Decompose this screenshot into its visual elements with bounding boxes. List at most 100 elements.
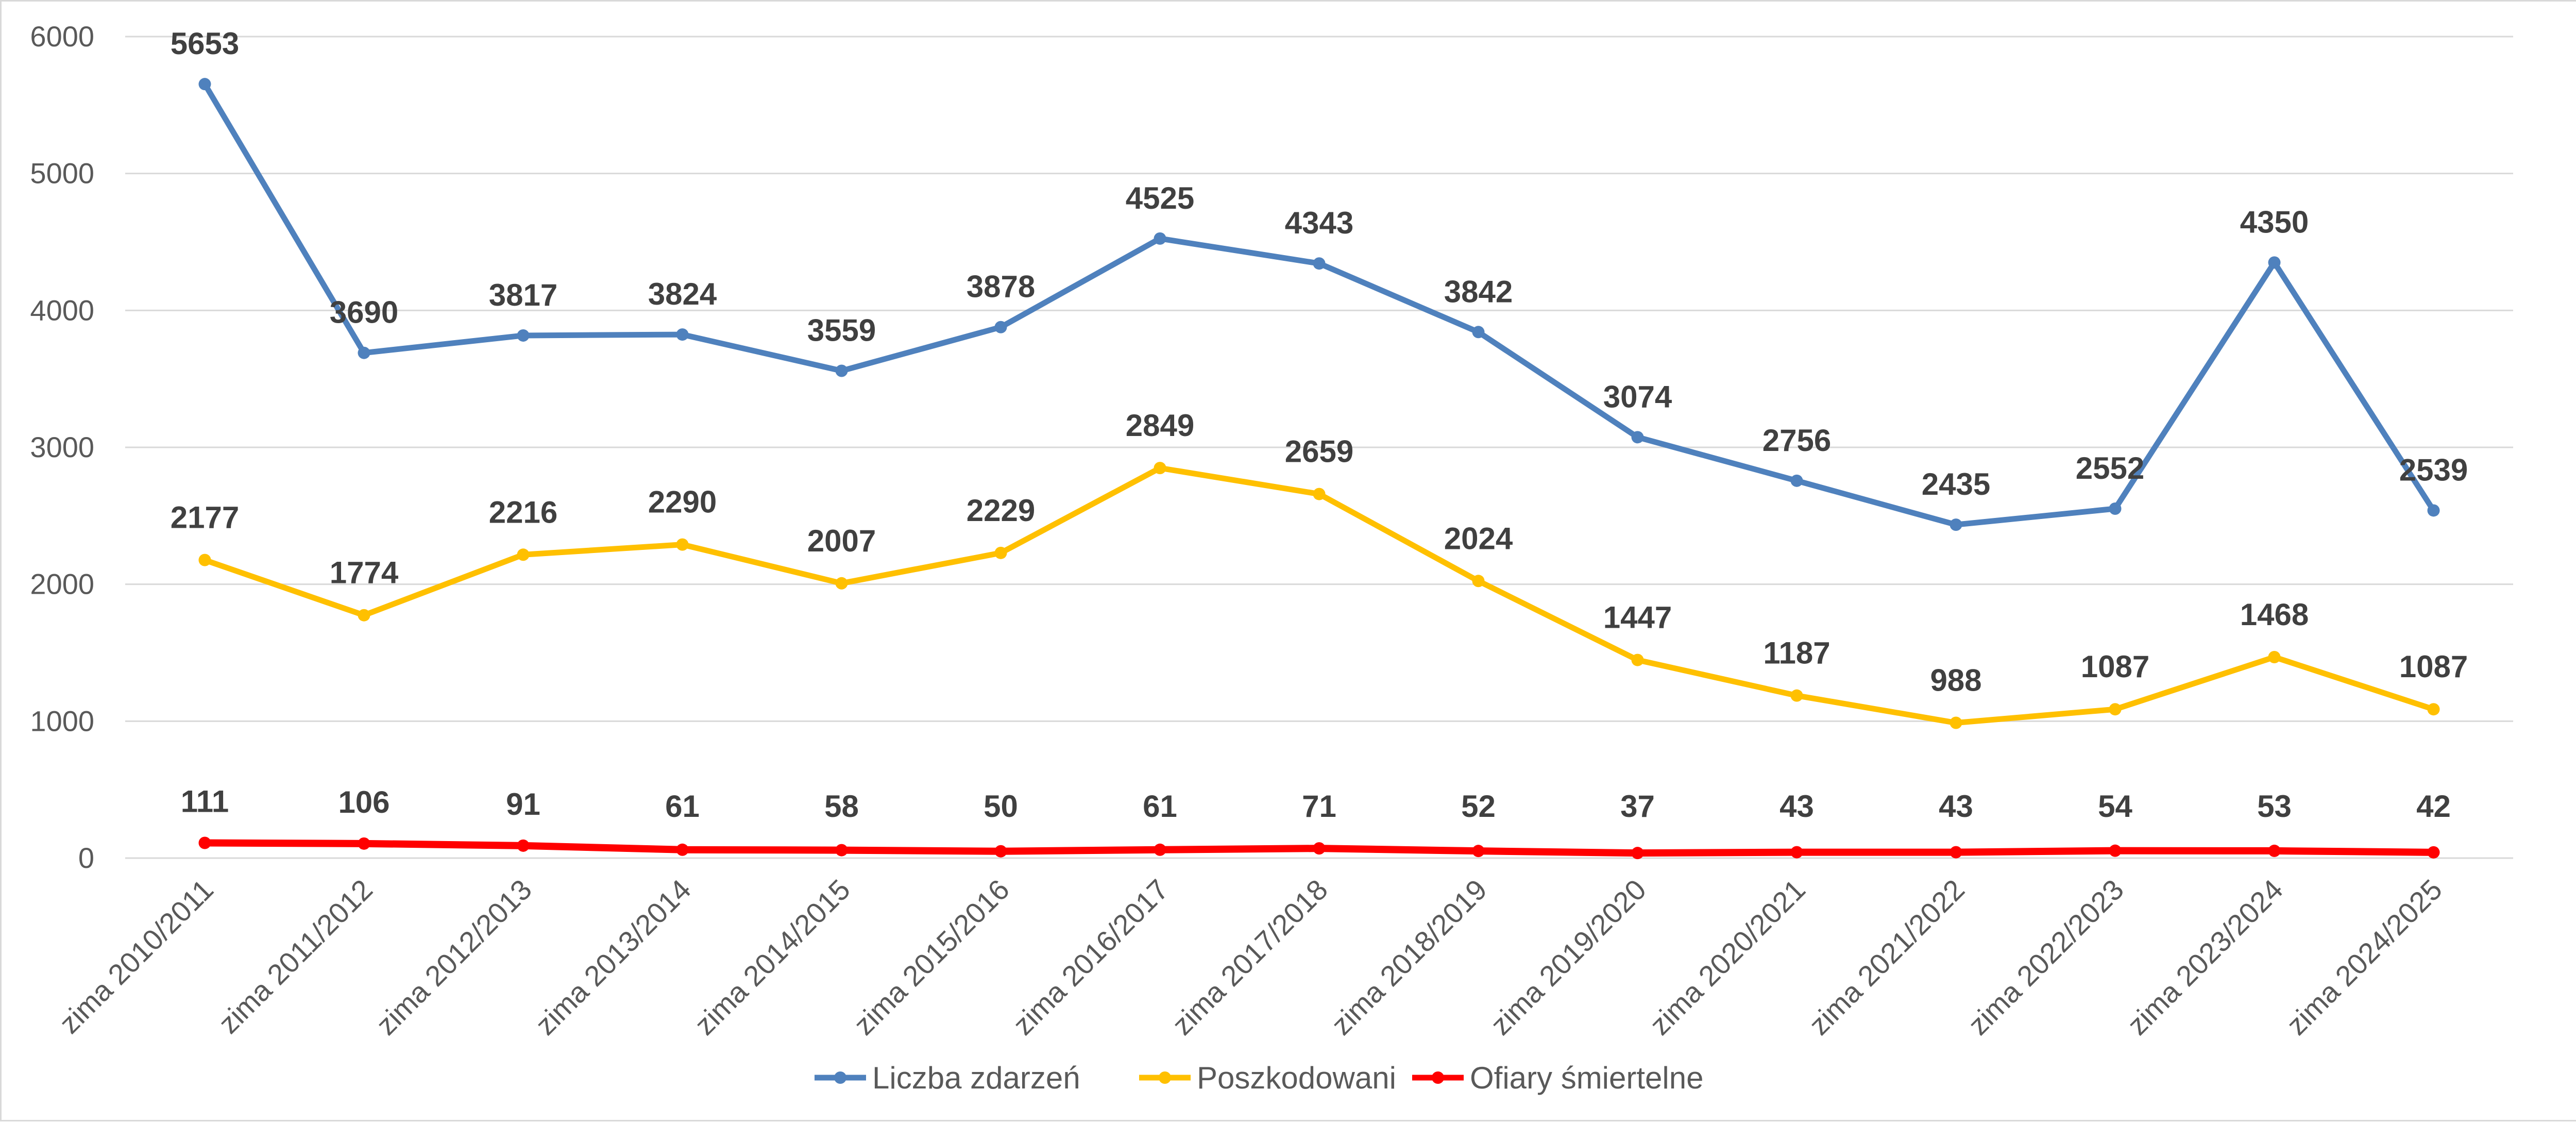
data-label: 2290: [648, 485, 717, 519]
series-2: [198, 462, 2440, 729]
data-point: [1313, 488, 1326, 500]
y-tick-label: 0: [78, 842, 94, 874]
legend-item[interactable]: Liczba zdarzeń: [815, 1061, 1080, 1095]
data-point: [1313, 842, 1326, 855]
data-point: [1790, 846, 1803, 859]
data-point: [358, 346, 370, 359]
data-label: 2849: [1126, 408, 1194, 443]
x-tick-label: zima 2022/2023: [1962, 873, 2130, 1041]
data-label: 91: [506, 787, 540, 822]
data-point: [1631, 431, 1644, 444]
x-tick-label: zima 2014/2015: [688, 873, 856, 1041]
data-point: [2427, 703, 2440, 716]
legend-swatch-marker: [1159, 1071, 1171, 1084]
data-label: 3559: [807, 313, 876, 347]
data-point: [2268, 844, 2281, 857]
data-point: [1950, 716, 1962, 729]
legend-label: Liczba zdarzeń: [872, 1061, 1080, 1095]
data-label: 3817: [489, 278, 557, 312]
data-label: 53: [2257, 789, 2292, 824]
data-point: [198, 836, 211, 849]
series-group: [198, 78, 2440, 860]
data-label: 37: [1620, 789, 1655, 824]
data-point: [994, 321, 1007, 333]
data-point: [1154, 232, 1166, 245]
data-point: [517, 548, 530, 561]
data-point: [835, 577, 848, 590]
data-label: 3878: [967, 270, 1035, 304]
x-tick-label: zima 2024/2025: [2280, 873, 2448, 1041]
data-point: [198, 78, 211, 91]
x-tick-label: zima 2016/2017: [1007, 873, 1175, 1041]
y-tick-label: 5000: [30, 157, 94, 190]
data-point: [676, 328, 689, 341]
data-point: [1472, 845, 1485, 858]
data-label: 1468: [2240, 597, 2309, 632]
y-axis: 0 1000 2000 3000 4000 5000 6000: [30, 20, 94, 874]
data-point: [2427, 504, 2440, 517]
data-label: 1087: [2399, 649, 2468, 684]
data-label: 2229: [967, 493, 1035, 528]
data-label: 111: [181, 784, 229, 819]
data-label: 61: [665, 789, 700, 824]
data-label: 4350: [2240, 205, 2309, 239]
data-label: 3824: [648, 277, 717, 311]
data-point: [835, 844, 848, 857]
data-point: [198, 554, 211, 566]
x-tick-label: zima 2021/2022: [1803, 873, 1971, 1041]
data-point: [2109, 844, 2122, 857]
data-label: 54: [2098, 789, 2132, 824]
data-point: [1154, 462, 1166, 475]
legend-swatch-marker: [834, 1071, 846, 1084]
series-3: [198, 836, 2440, 860]
data-label: 1187: [1763, 636, 1830, 671]
data-point: [994, 546, 1007, 559]
data-label: 1087: [2081, 649, 2149, 684]
data-point: [994, 845, 1007, 858]
data-point: [2427, 846, 2440, 859]
data-label: 61: [1143, 789, 1177, 824]
data-point: [358, 609, 370, 622]
data-label: 2552: [2076, 451, 2144, 485]
data-point: [2109, 502, 2122, 515]
data-label: 43: [1939, 789, 1973, 824]
legend-item[interactable]: Poszkodowani: [1139, 1061, 1396, 1095]
x-tick-label: zima 2019/2020: [1484, 873, 1652, 1041]
data-label: 4343: [1285, 206, 1353, 240]
y-tick-label: 1000: [30, 705, 94, 737]
y-tick-label: 4000: [30, 294, 94, 326]
data-label: 43: [1780, 789, 1814, 824]
series-1: [198, 78, 2440, 531]
x-tick-label: zima 2018/2019: [1325, 873, 1493, 1041]
x-tick-label: zima 2023/2024: [2121, 873, 2289, 1041]
legend-label: Poszkodowani: [1197, 1061, 1396, 1095]
data-point: [1790, 474, 1803, 487]
data-label: 2756: [1762, 423, 1831, 458]
data-label: 42: [2416, 789, 2451, 824]
x-tick-label: zima 2011/2012: [212, 873, 379, 1040]
legend-item[interactable]: Ofiary śmiertelne: [1412, 1061, 1703, 1095]
legend[interactable]: Liczba zdarzeń Poszkodowani Ofiary śmierte…: [815, 1061, 1703, 1095]
data-label: 4525: [1126, 181, 1194, 215]
x-tick-label: zima 2017/2018: [1166, 873, 1334, 1041]
y-tick-label: 6000: [30, 20, 94, 53]
data-point: [1313, 257, 1326, 270]
legend-swatch-marker: [1432, 1071, 1444, 1084]
gridlines: [125, 36, 2513, 859]
data-label: 2435: [1922, 467, 1990, 501]
x-tick-label: zima 2020/2021: [1643, 873, 1811, 1041]
data-point: [1950, 846, 1962, 859]
data-label: 106: [338, 785, 389, 819]
data-label: 3690: [330, 295, 398, 330]
data-label: 2024: [1444, 521, 1513, 556]
data-point: [676, 843, 689, 856]
data-point: [517, 839, 530, 852]
data-point: [1472, 326, 1485, 339]
data-point: [835, 364, 848, 377]
data-label: 3842: [1444, 274, 1513, 309]
data-label: 71: [1302, 789, 1336, 824]
data-point: [1790, 689, 1803, 702]
